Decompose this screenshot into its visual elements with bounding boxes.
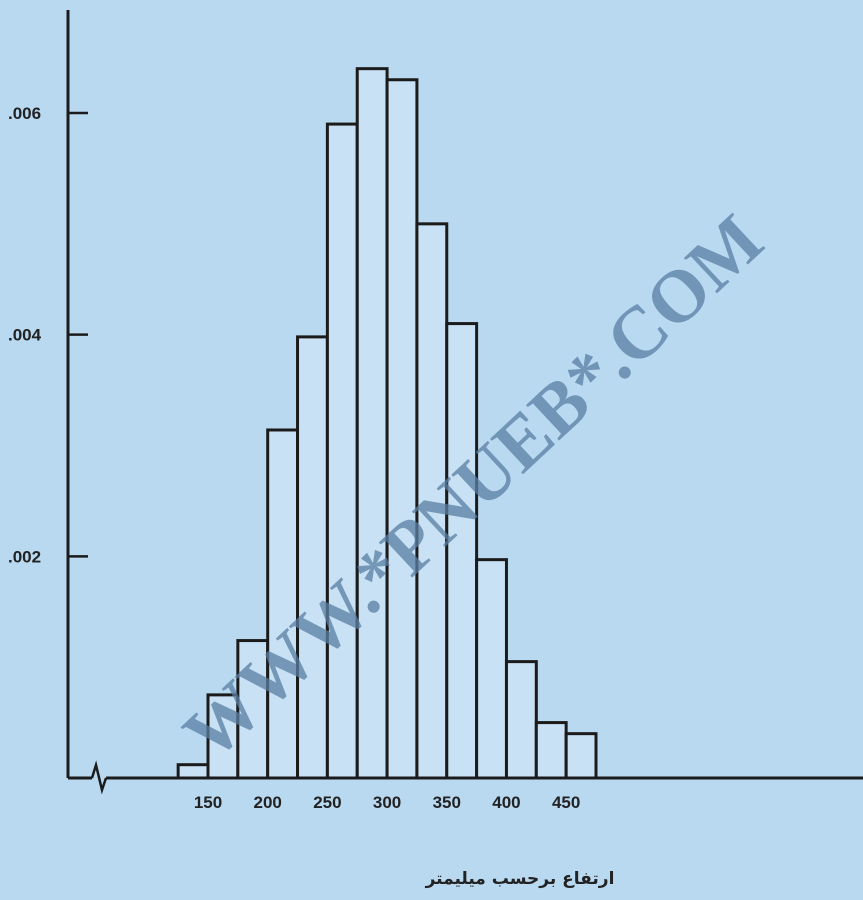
histogram-bar-275-300 <box>355 67 389 780</box>
x-ticks-group: 150 200 250 300 350 400 450 <box>194 793 581 812</box>
histogram-bar-225-250 <box>296 335 329 780</box>
axes-group <box>66 10 863 795</box>
histogram-bar-250-275 <box>325 122 359 780</box>
x-tick-label: 350 <box>433 793 461 812</box>
histogram-bar-450-475 <box>564 732 598 780</box>
x-tick-label: 300 <box>373 793 401 812</box>
histogram-bar-325-350 <box>415 222 449 780</box>
histogram-bar-375-400 <box>475 558 508 780</box>
histogram-bar-425-450 <box>534 721 568 780</box>
y-tick-label: .006 <box>8 104 41 123</box>
histogram-bar-350-375 <box>445 322 479 780</box>
bars-group <box>176 67 598 780</box>
x-tick-label: 150 <box>194 793 222 812</box>
x-tick-label: 250 <box>313 793 341 812</box>
histogram-bar-175-200 <box>236 639 270 780</box>
x-tick-label: 200 <box>254 793 282 812</box>
histogram-bar-125-150 <box>176 763 210 780</box>
x-tick-label: 450 <box>552 793 580 812</box>
axis-break-mark <box>90 760 108 795</box>
x-tick-label: 400 <box>492 793 520 812</box>
y-tick-label: .002 <box>8 547 41 566</box>
histogram-bar-200-225 <box>266 428 300 780</box>
histogram-bar-150-175 <box>206 693 240 780</box>
histogram-bar-400-425 <box>504 660 538 780</box>
y-tick-label: .004 <box>8 326 42 345</box>
histogram-bar-300-325 <box>385 78 419 780</box>
x-axis-label: ارتفاع برحسب میلیمتر <box>425 869 615 889</box>
y-ticks-group: .002 .004 .006 <box>8 104 88 566</box>
